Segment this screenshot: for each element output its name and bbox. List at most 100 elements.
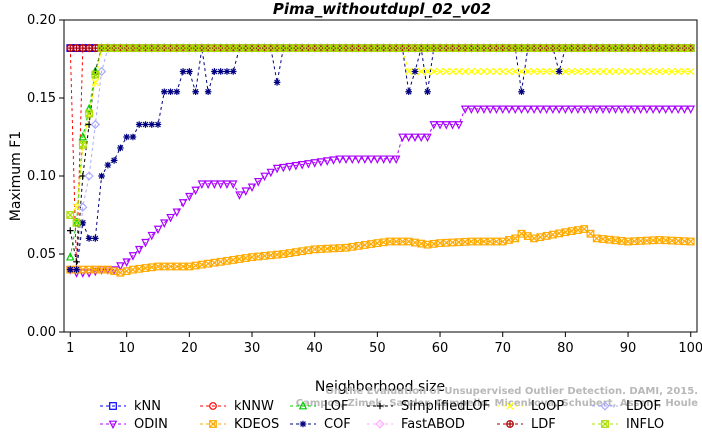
data-point-cof — [411, 68, 419, 75]
data-point-odin — [586, 105, 595, 115]
data-point-odin — [416, 133, 426, 143]
data-point-loop — [524, 67, 532, 76]
data-point-kdeos — [329, 244, 338, 253]
data-point-odin — [297, 161, 307, 170]
data-point-loop — [605, 67, 613, 76]
data-point-cof — [518, 88, 525, 96]
data-point-odin — [673, 105, 683, 115]
data-point-cof — [142, 121, 149, 128]
data-point-odin — [222, 180, 232, 189]
data-point-odin — [398, 133, 407, 143]
data-point-odin — [128, 252, 138, 261]
legend-item-simplifiedlof: SimplifiedLOF — [367, 399, 490, 414]
data-point-loop — [574, 67, 582, 76]
data-point-odin — [260, 172, 269, 182]
data-point-kdeos — [536, 233, 545, 242]
data-point-cof — [405, 88, 413, 96]
data-point-odin — [235, 191, 244, 200]
data-point-inflo — [417, 44, 426, 52]
legend-marker — [209, 402, 217, 410]
data-point-loop — [417, 67, 425, 76]
data-point-odin — [630, 105, 639, 115]
data-point-cof — [73, 266, 80, 273]
legend-item-lof: LOF — [290, 399, 349, 414]
data-point-odin — [510, 105, 520, 115]
data-point-loop — [430, 67, 438, 76]
credit-line-1: Campos, Zimek, Sander, Campello, Micenko… — [296, 398, 698, 409]
data-point-simplifiedlof — [66, 227, 74, 234]
data-point-loop — [91, 78, 100, 87]
data-point-kdeos — [505, 236, 513, 244]
data-point-loop — [461, 67, 469, 76]
data-point-odin — [504, 105, 514, 115]
x-tick-label: 70 — [494, 341, 511, 356]
data-point-odin — [429, 121, 439, 130]
data-point-loop — [536, 67, 545, 76]
plot-frame — [63, 19, 698, 333]
data-point-odin — [116, 262, 125, 271]
data-point-odin — [304, 160, 313, 169]
data-point-simplifiedlof — [73, 258, 80, 266]
data-point-odin — [536, 105, 545, 115]
data-point-cof — [123, 133, 130, 141]
data-point-odin — [178, 199, 188, 208]
data-point-kdeos — [611, 236, 620, 245]
data-point-cof — [110, 157, 118, 164]
data-point-kdeos — [461, 237, 470, 246]
data-point-odin — [642, 105, 652, 115]
data-point-cof — [424, 88, 431, 96]
legend-label-lof: LOF — [324, 399, 349, 414]
data-point-loop — [517, 67, 526, 76]
data-point-cof — [104, 161, 112, 169]
data-point-loop — [599, 67, 607, 76]
data-point-loop — [549, 67, 557, 76]
data-point-odin — [498, 105, 507, 115]
data-point-odin — [197, 180, 207, 189]
data-point-kdeos — [223, 256, 231, 265]
y-axis-label: Maximum F1 — [8, 131, 24, 221]
legend-item-odin: ODIN — [100, 417, 168, 432]
data-point-cof — [217, 68, 224, 75]
data-point-odin — [379, 155, 388, 164]
data-point-odin — [210, 180, 219, 189]
legend-item-ldof: LDOF — [592, 399, 661, 414]
data-point-lof — [78, 131, 88, 141]
data-point-loop — [567, 67, 576, 76]
data-point-odin — [291, 161, 301, 171]
legend-marker — [109, 402, 117, 410]
x-tick-label: 40 — [306, 341, 323, 356]
x-axis-label: Neighborhood size — [315, 379, 445, 395]
data-point-kdeos — [317, 245, 325, 253]
data-point-cof — [66, 266, 74, 273]
data-point-kdeos — [586, 229, 595, 238]
x-tick-label: 60 — [432, 341, 449, 356]
legend-label-kdeos: KDEOS — [234, 417, 279, 432]
data-point-loop — [448, 67, 457, 76]
data-point-loop — [473, 67, 482, 76]
data-point-kdeos — [592, 234, 601, 243]
data-point-odin — [529, 105, 539, 115]
data-point-odin — [391, 155, 401, 164]
data-point-odin — [636, 105, 645, 115]
data-point-odin — [680, 105, 689, 115]
credit-line-2: On the Evaluation of Unsupervised Outlie… — [325, 386, 698, 397]
data-point-kdeos — [523, 232, 532, 240]
data-point-cof — [173, 88, 181, 96]
data-point-odin — [141, 238, 150, 248]
data-point-lof — [84, 103, 94, 113]
legend-label-odin: ODIN — [134, 417, 168, 432]
data-point-loop — [561, 67, 570, 76]
data-point-odin — [548, 105, 558, 115]
data-point-odin — [122, 258, 131, 267]
data-point-odin — [623, 105, 633, 115]
data-point-odin — [254, 178, 263, 187]
data-point-cof — [85, 235, 93, 242]
data-point-odin — [554, 105, 564, 115]
data-point-loop — [580, 67, 588, 76]
data-point-odin — [329, 156, 338, 165]
data-point-cof — [223, 68, 231, 75]
x-tick-label: 50 — [369, 341, 386, 356]
x-tick-label: 10 — [118, 341, 135, 356]
data-point-ldf — [66, 44, 75, 52]
x-tick-label: 80 — [557, 341, 574, 356]
